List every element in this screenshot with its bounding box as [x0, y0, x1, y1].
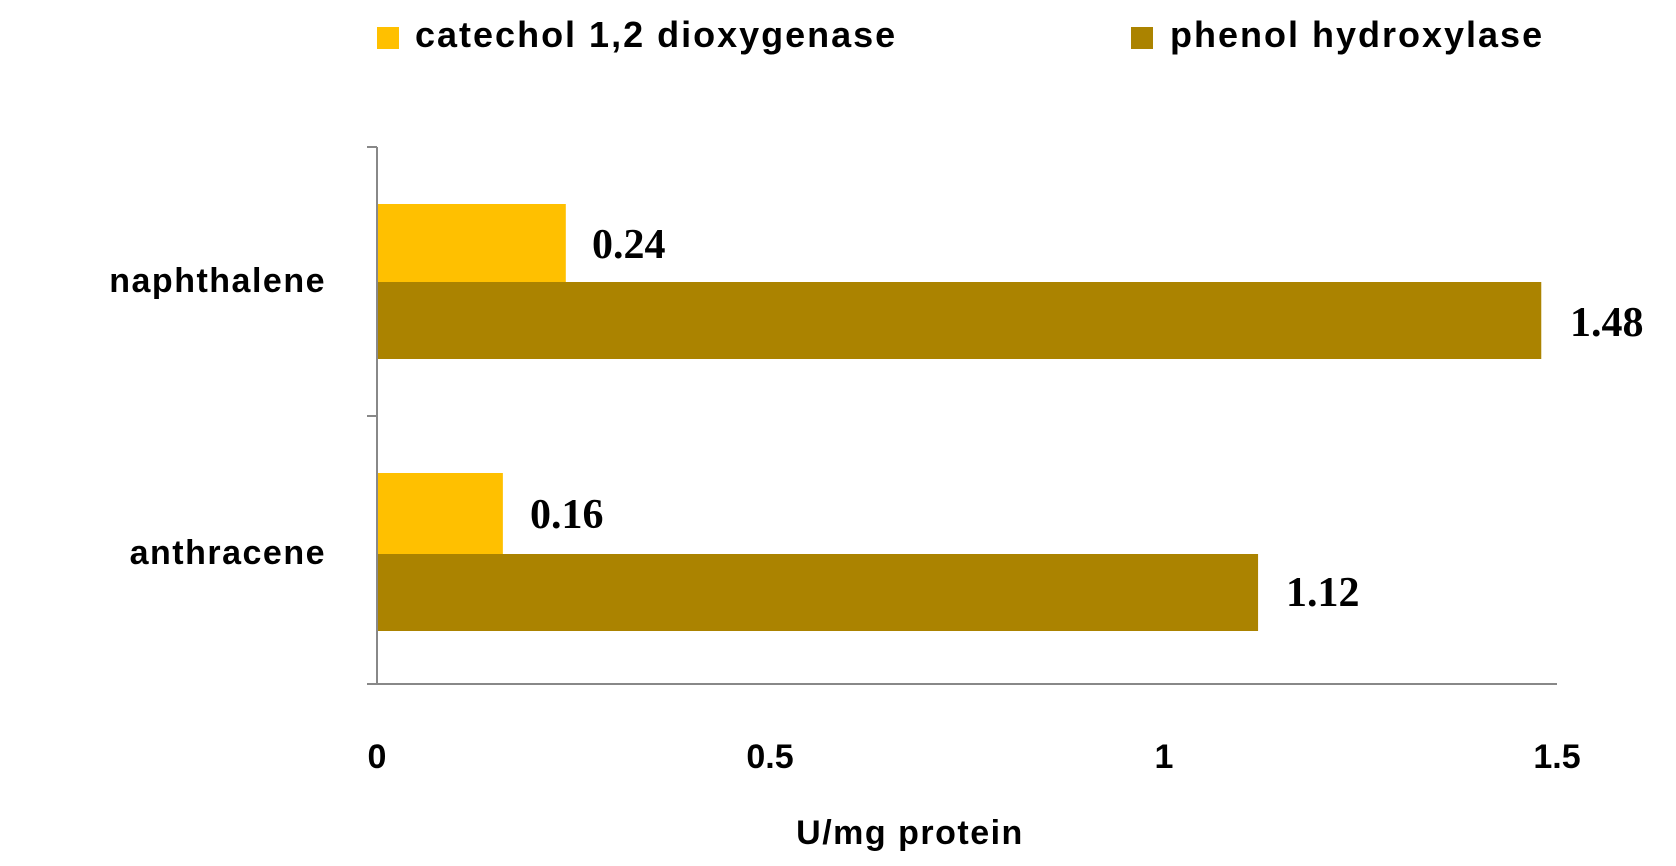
x-tick-label-0.5: 0.5	[746, 738, 793, 776]
bar-naphthalene-catechol	[378, 204, 566, 282]
x-tick-label-1.5: 1.5	[1533, 738, 1580, 776]
data-label-naphthalene-phenol: 1.48	[1570, 300, 1644, 346]
bars-group	[378, 204, 1542, 631]
bar-naphthalene-phenol	[378, 282, 1542, 359]
x-axis-title: U/mg protein	[796, 814, 1024, 852]
legend-label-phenol: phenol hydroxylase	[1170, 14, 1544, 55]
x-tick-label-1: 1	[1155, 738, 1174, 776]
bar-anthracene-phenol	[378, 554, 1259, 631]
bar-anthracene-catechol	[378, 473, 503, 554]
data-label-anthracene-phenol: 1.12	[1286, 570, 1360, 616]
legend-swatch-catechol	[377, 27, 399, 49]
data-label-anthracene-catechol: 0.16	[530, 492, 604, 538]
category-label-naphthalene: naphthalene	[109, 262, 326, 300]
data-label-naphthalene-catechol: 0.24	[592, 222, 666, 268]
category-label-anthracene: anthracene	[130, 534, 326, 572]
legend-swatch-phenol	[1131, 27, 1153, 49]
legend: catechol 1,2 dioxygenase phenol hydroxyl…	[377, 14, 1544, 55]
legend-label-catechol: catechol 1,2 dioxygenase	[415, 14, 897, 55]
x-tick-label-0: 0	[368, 738, 387, 776]
